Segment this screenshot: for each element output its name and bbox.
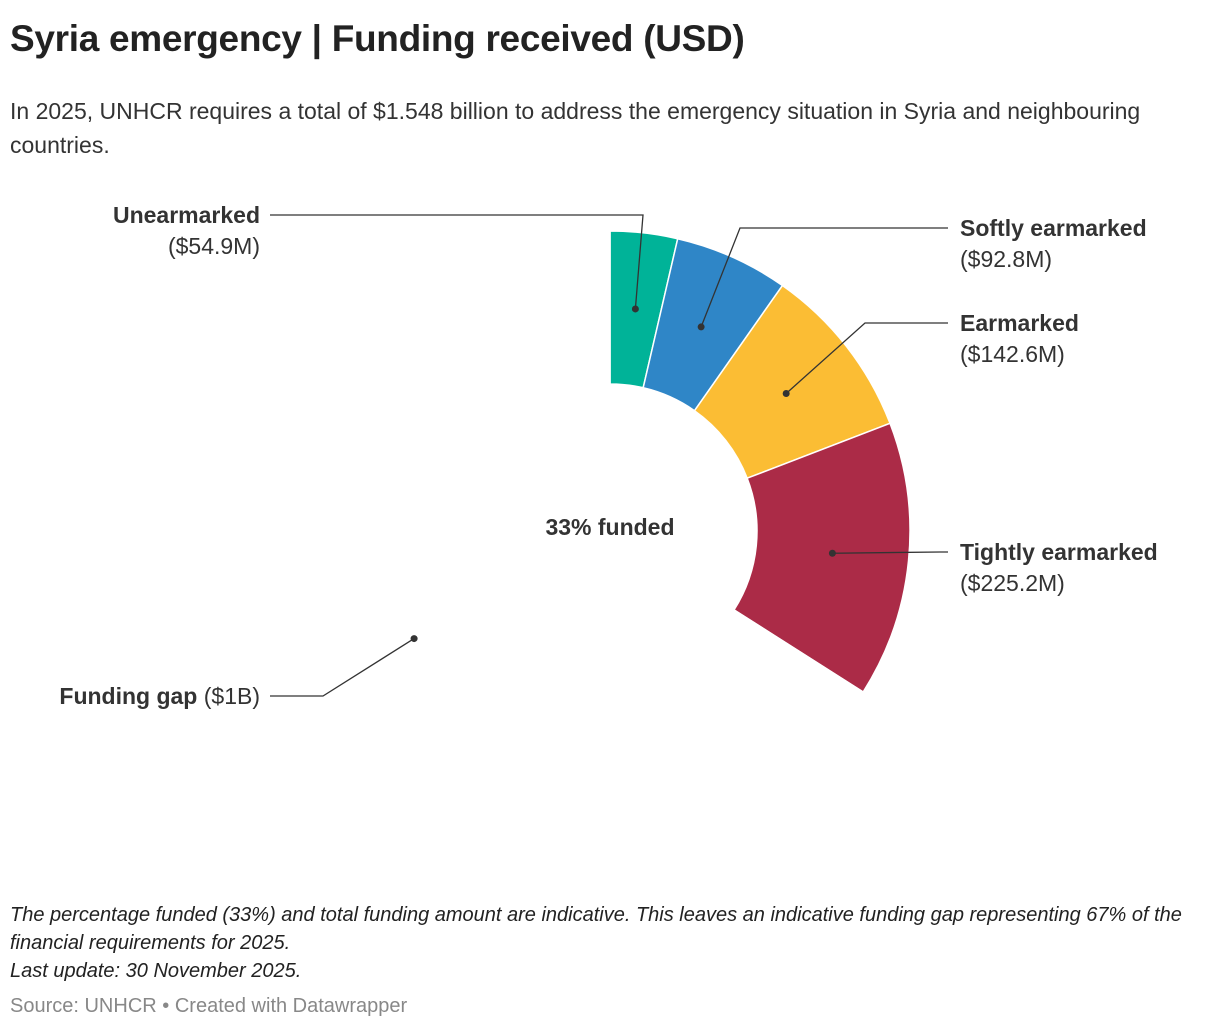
source-credit[interactable]: Created with Datawrapper <box>174 995 408 1017</box>
leader-line-earmarked <box>785 322 948 394</box>
note-last-update: Last update: 30 November 2025. <box>10 960 302 982</box>
leader-line-tightly-earmarked <box>832 551 948 554</box>
label-name-softly-earmarked: Softly earmarked <box>960 215 1147 241</box>
label-name-unearmarked: Unearmarked <box>113 202 260 228</box>
center-label: 33% funded <box>545 514 674 540</box>
leader-dot-tightly-earmarked <box>828 549 836 557</box>
slice-funding-gap[interactable] <box>309 230 865 832</box>
source-text[interactable]: Source: UNHCR <box>10 995 157 1017</box>
leader-dot-unearmarked <box>631 305 639 313</box>
label-value-tightly-earmarked: ($225.2M) <box>960 570 1065 596</box>
leader-dot-earmarked <box>782 389 790 397</box>
chart-title: Syria emergency | Funding received (USD) <box>10 18 745 59</box>
label-funding-gap: Funding gap ($1B) <box>59 683 260 709</box>
label-value-funding-gap: ($1B) <box>197 683 260 709</box>
leader-dot-softly-earmarked <box>697 323 705 331</box>
chart-subtitle: In 2025, UNHCR requires a total of $1.54… <box>10 98 1141 158</box>
source-line: Source: UNHCR • Created with Datawrapper <box>10 995 407 1018</box>
label-name-tightly-earmarked: Tightly earmarked <box>960 539 1158 565</box>
leader-line-unearmarked <box>270 214 644 309</box>
note-indicative: The percentage funded (33%) and total fu… <box>10 904 1182 954</box>
slice-tightly-earmarked[interactable] <box>733 422 911 694</box>
label-name-earmarked: Earmarked <box>960 310 1079 336</box>
leader-line-funding-gap <box>270 638 415 697</box>
chart-notes: The percentage funded (33%) and total fu… <box>10 901 1210 985</box>
source-separator: • <box>162 995 170 1017</box>
label-value-earmarked: ($142.6M) <box>960 341 1065 367</box>
label-name-funding-gap: Funding gap <box>59 683 197 709</box>
leader-line-softly-earmarked <box>700 227 948 328</box>
label-value-unearmarked: ($54.9M) <box>168 233 260 259</box>
leader-dot-funding-gap <box>410 635 418 643</box>
label-value-softly-earmarked: ($92.8M) <box>960 246 1052 272</box>
